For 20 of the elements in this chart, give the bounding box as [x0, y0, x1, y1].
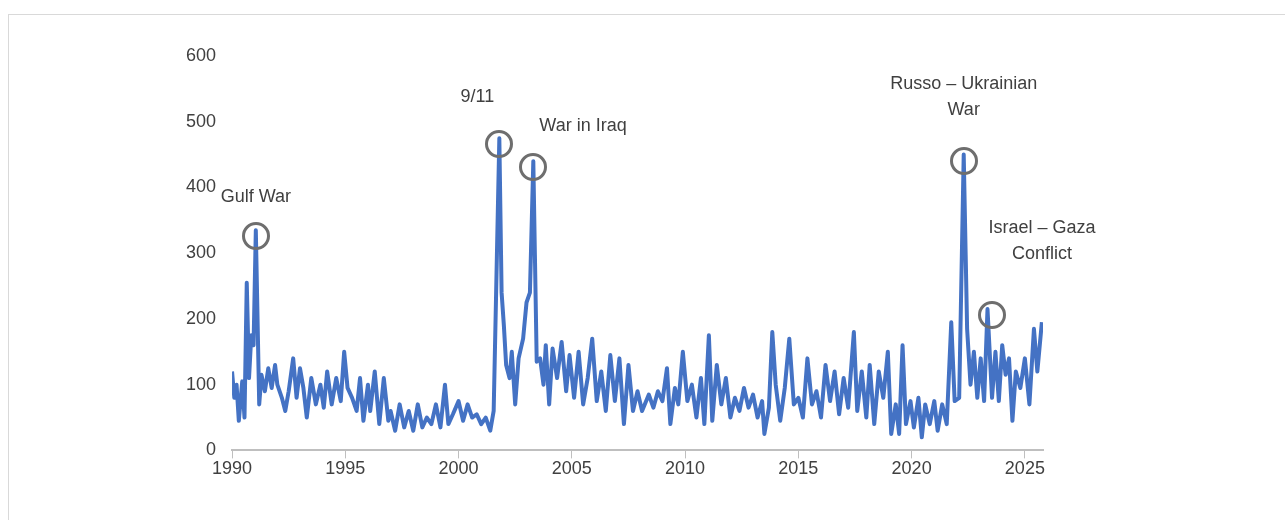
x-tick-label: 2000 — [438, 458, 479, 479]
x-tick-label: 1995 — [325, 458, 366, 479]
x-tick-label: 2015 — [778, 458, 819, 479]
annotation: Gulf War — [220, 186, 291, 207]
x-tick-label: 1990 — [212, 458, 253, 479]
y-tick-label: 400 — [185, 176, 217, 197]
y-tick-label: 500 — [185, 110, 217, 131]
annotation: Russo – Ukrainian War — [890, 72, 1038, 119]
y-tick-label: 200 — [185, 307, 217, 328]
y-tick-label: 600 — [185, 44, 217, 65]
x-tick-label: 2025 — [1004, 458, 1045, 479]
y-tick-label: 100 — [185, 373, 217, 394]
annotation: 9/11 — [460, 86, 495, 107]
y-tick-label: 300 — [185, 242, 217, 263]
annotation: War in Iraq — [539, 115, 627, 136]
x-tick-label: 2020 — [891, 458, 932, 479]
y-tick-label: 0 — [206, 439, 217, 460]
x-tick-label: 2010 — [665, 458, 706, 479]
x-tick-label: 2005 — [551, 458, 592, 479]
annotation: Israel – Gaza Conflict — [988, 217, 1097, 264]
